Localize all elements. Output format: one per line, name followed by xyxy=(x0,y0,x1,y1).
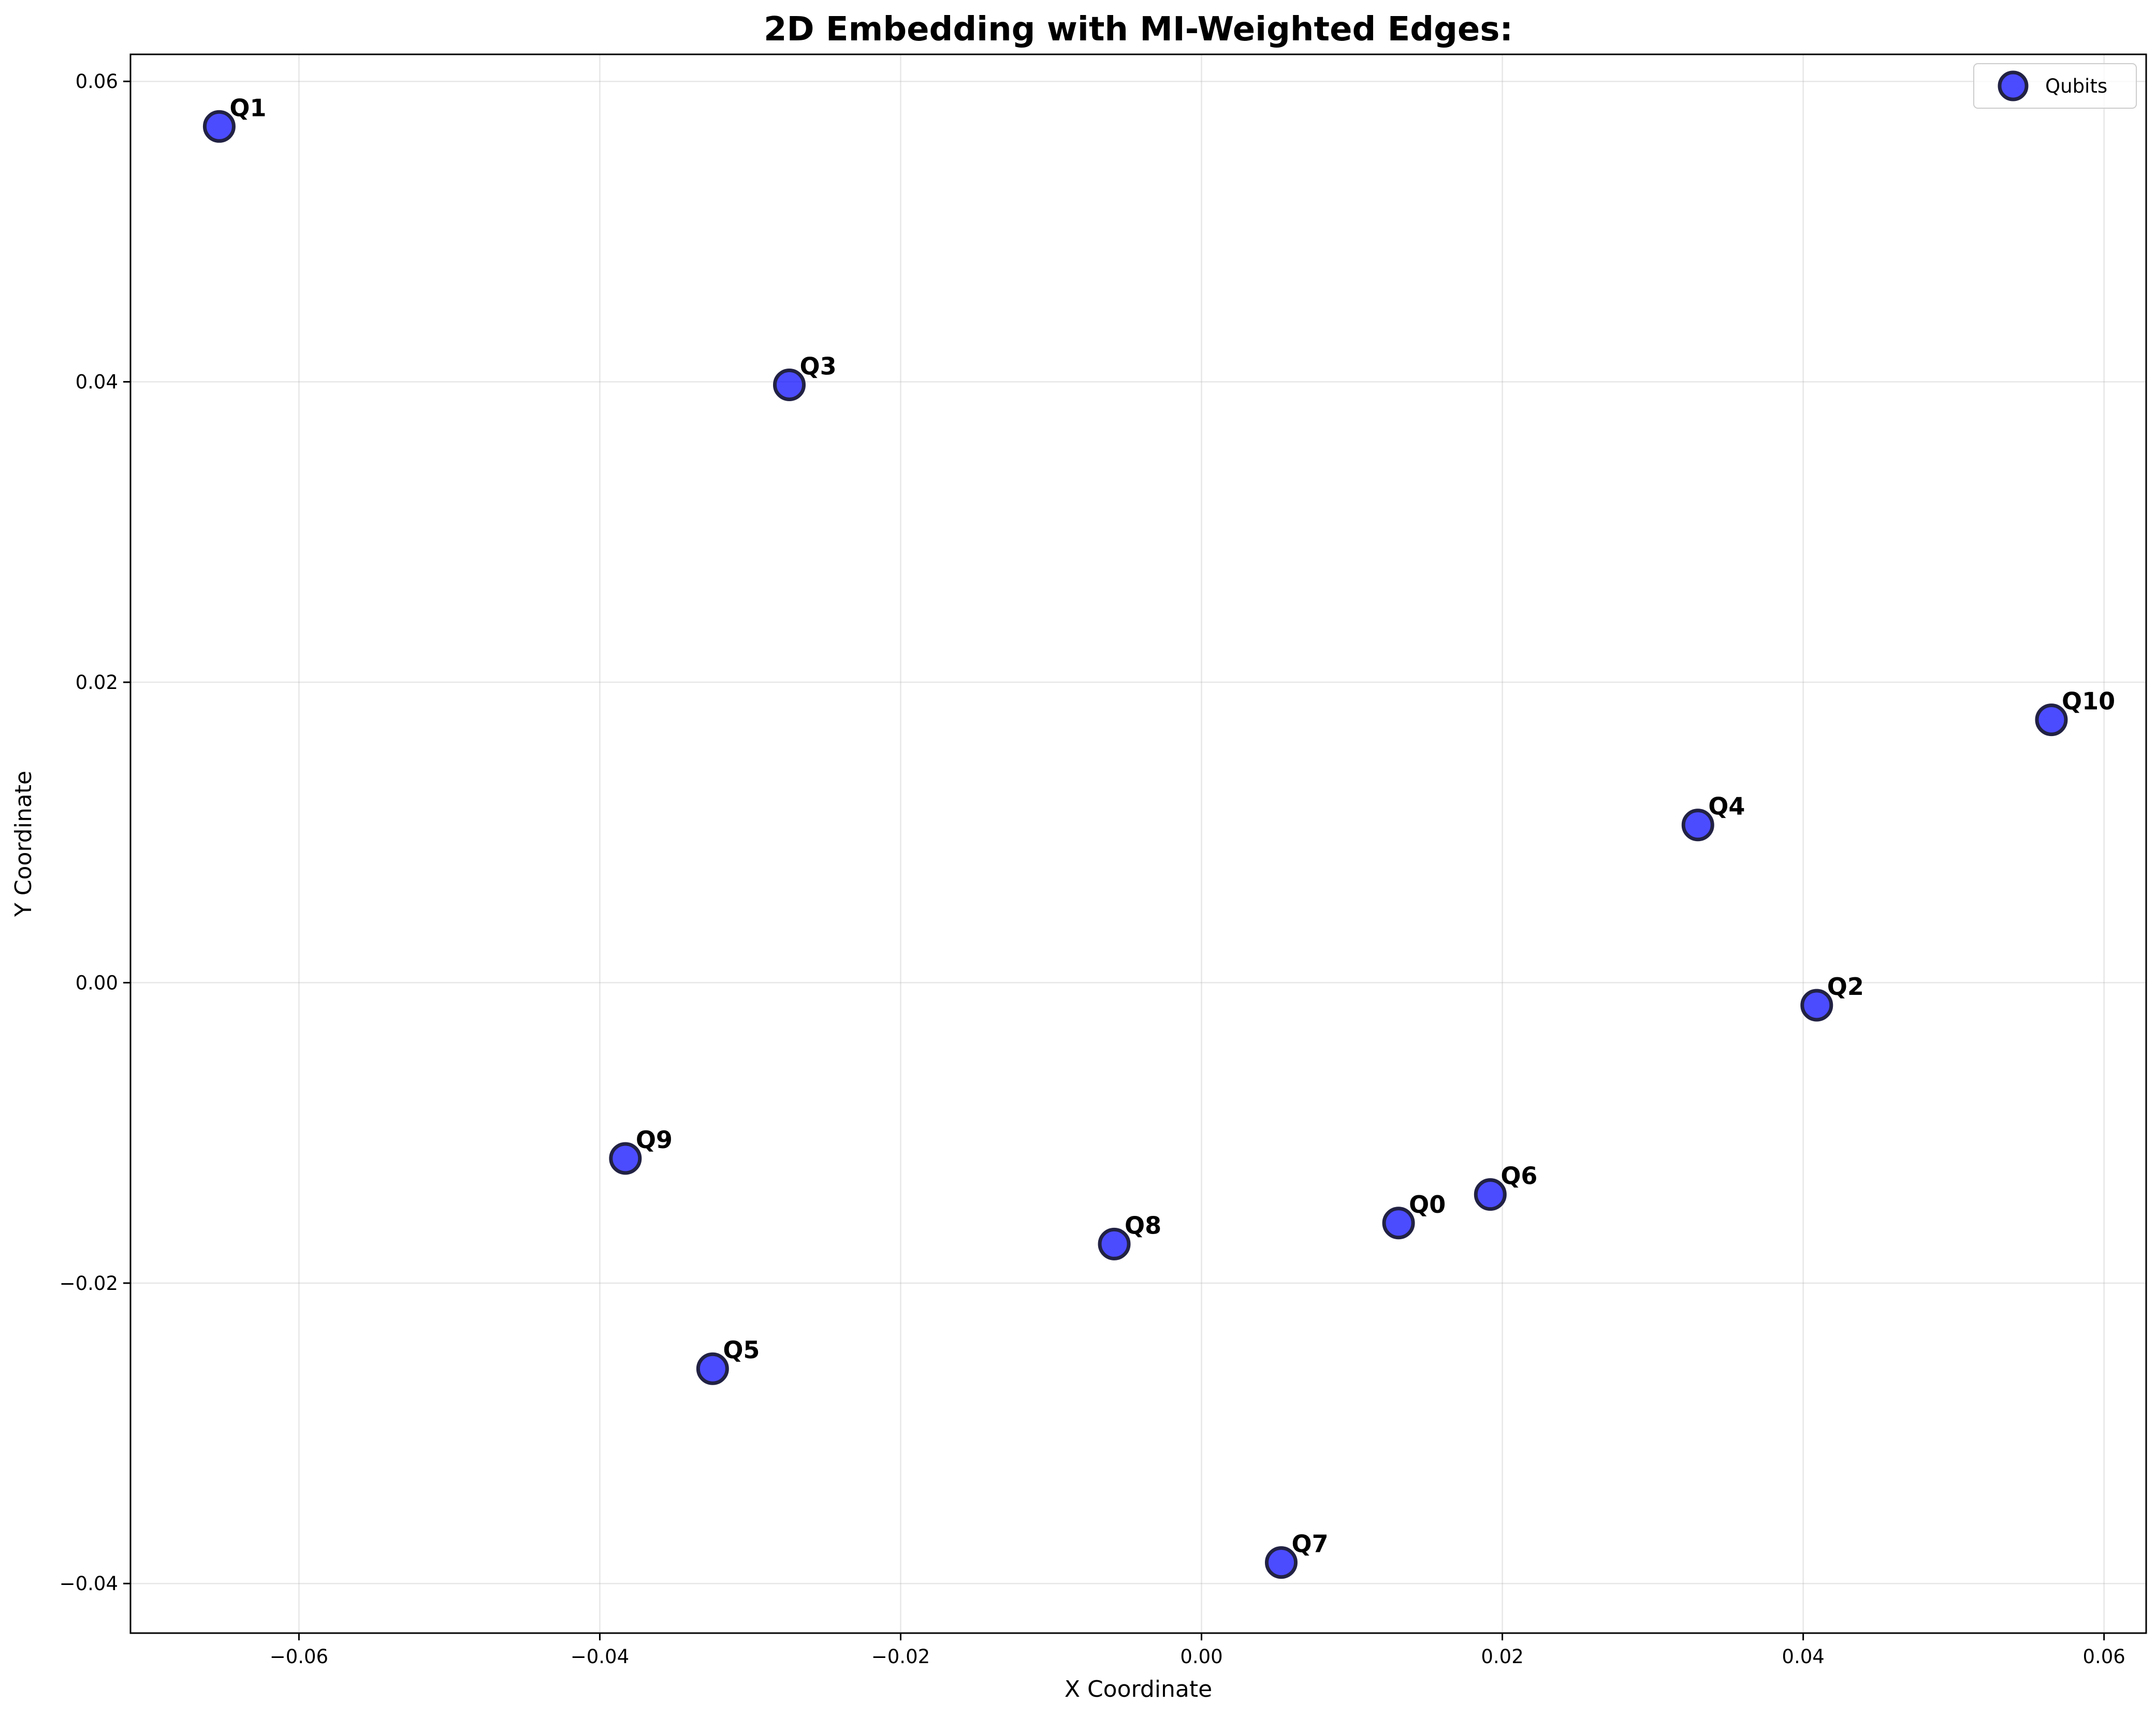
qubit-label: Q5 xyxy=(723,1336,760,1364)
legend-marker xyxy=(1998,70,2029,101)
x-axis-label: X Coordinate xyxy=(1065,1676,1212,1702)
qubit-label: Q1 xyxy=(229,94,266,122)
plot-frame xyxy=(129,53,2147,1634)
x-tick-label: 0.02 xyxy=(1481,1646,1523,1668)
y-tick-label: 0.02 xyxy=(76,671,118,694)
qubit-point xyxy=(773,368,806,401)
x-tick-label: −0.04 xyxy=(571,1646,629,1668)
qubit-point xyxy=(1681,809,1714,842)
qubit-point xyxy=(1800,989,1833,1022)
qubit-point xyxy=(2035,703,2068,737)
x-tick-label: 0.00 xyxy=(1180,1646,1222,1668)
qubit-point xyxy=(1264,1546,1298,1579)
axis-ticks: −0.06 −0.04 −0.02 0.00 0.02 0.04 0.06 −0.04 −0.0… xyxy=(60,70,2125,1668)
legend: Qubits xyxy=(1973,63,2137,109)
grid-lines xyxy=(130,54,2146,1633)
plot-area xyxy=(130,54,2146,1633)
qubit-point xyxy=(1474,1178,1507,1211)
x-tick-label: −0.02 xyxy=(871,1646,930,1668)
qubit-label: Q0 xyxy=(1409,1191,1446,1218)
y-tick-label: 0.06 xyxy=(76,70,118,93)
x-tick-label: 0.04 xyxy=(1782,1646,1824,1668)
qubit-point xyxy=(696,1352,729,1385)
qubit-point xyxy=(202,110,236,143)
qubit-point xyxy=(1098,1227,1131,1260)
data-points: Q0 Q1 Q2 Q3 Q4 Q5 Q6 Q7 Q8 Q9 Q10 xyxy=(202,94,2115,1579)
qubit-label: Q10 xyxy=(2062,687,2115,715)
legend-label: Qubits xyxy=(2045,75,2107,97)
y-tick-label: −0.02 xyxy=(60,1272,118,1295)
x-tick-label: 0.06 xyxy=(2082,1646,2125,1668)
chart-title: 2D Embedding with MI-Weighted Edges: xyxy=(764,10,1513,49)
qubit-label: Q4 xyxy=(1708,792,1745,820)
qubit-label: Q2 xyxy=(1827,973,1864,1001)
y-axis-label: Y Coordinate xyxy=(10,771,37,917)
qubit-label: Q7 xyxy=(1291,1530,1328,1558)
y-tick-label: −0.04 xyxy=(60,1573,118,1595)
qubit-label: Q8 xyxy=(1125,1211,1161,1239)
qubit-label: Q6 xyxy=(1501,1162,1537,1190)
qubit-point xyxy=(609,1142,642,1175)
qubit-label: Q9 xyxy=(636,1126,673,1154)
qubit-label: Q3 xyxy=(799,352,836,380)
qubit-point xyxy=(1382,1207,1415,1240)
y-tick-label: 0.04 xyxy=(76,371,118,393)
y-tick-label: 0.00 xyxy=(76,972,118,994)
x-tick-label: −0.06 xyxy=(270,1646,328,1668)
